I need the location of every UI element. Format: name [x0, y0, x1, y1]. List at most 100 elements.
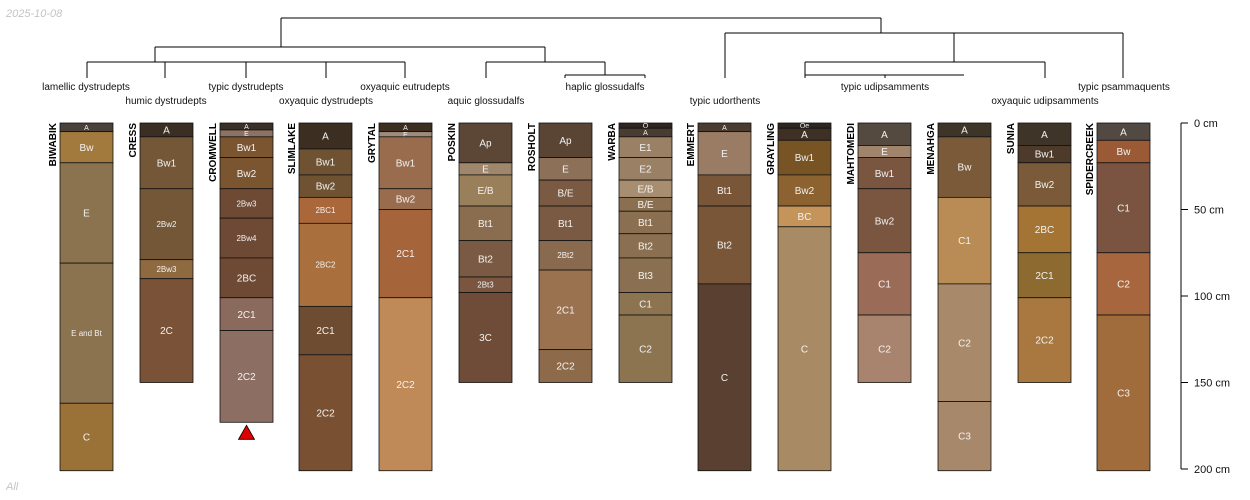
horizon-block: [697, 205, 752, 285]
horizon-label: 2C1: [556, 305, 575, 316]
horizon-label: 2C1: [1035, 271, 1054, 282]
horizon-label: E2: [639, 164, 652, 175]
horizon-label: 2Bw4: [236, 234, 257, 243]
horizon-label: Bt1: [558, 219, 573, 230]
horizon-label: Bt3: [638, 271, 653, 282]
horizon-label: Bt1: [638, 218, 653, 229]
horizon-label: Bt2: [478, 254, 493, 265]
horizon-label: Oe: [800, 123, 809, 130]
horizon-label: E: [562, 164, 569, 175]
depth-tick-label: 150 cm: [1194, 378, 1230, 390]
horizon-block: [139, 188, 194, 261]
horizon-label: A: [322, 132, 329, 143]
horizon-label: A: [801, 130, 808, 141]
horizon-label: 2Bw3: [156, 265, 177, 274]
horizon-label: B/E: [557, 189, 573, 200]
horizon-label: Bw1: [1035, 150, 1055, 161]
profile-name: CROMWELL: [208, 123, 219, 182]
taxon-label: aquic glossudalfs: [448, 96, 525, 107]
horizon-label: 2C2: [396, 380, 415, 391]
horizon-label: 2C2: [316, 408, 335, 419]
horizon-label: 2C2: [237, 372, 256, 383]
horizon-label: C2: [639, 344, 652, 355]
horizon-label: A: [403, 125, 408, 132]
profile-name: CRESS: [128, 123, 139, 158]
profile-name: POSKIN: [447, 123, 458, 161]
horizon-block: [857, 252, 912, 316]
horizon-label: C1: [639, 299, 652, 310]
horizon-block: [139, 136, 194, 190]
horizon-label: C: [801, 344, 808, 355]
taxon-label: haplic glossudalfs: [566, 82, 645, 93]
horizon-block: [1017, 205, 1072, 254]
taxon-label: lamellic dystrudepts: [42, 82, 130, 93]
horizon-block: [219, 217, 274, 259]
horizon-block: [1096, 162, 1151, 254]
horizon-label: C1: [1117, 203, 1130, 214]
horizon-label: Bw1: [795, 153, 815, 164]
horizon-label: Ap: [479, 138, 492, 149]
horizon-block: [298, 305, 353, 356]
horizon-block: [219, 330, 274, 423]
horizon-block: [298, 196, 353, 224]
horizon-label: C1: [958, 236, 971, 247]
horizon-block: [219, 157, 274, 190]
horizon-block: [777, 174, 832, 207]
horizon-label: 2BC: [237, 273, 256, 284]
horizon-label: A: [244, 124, 249, 131]
horizon-block: [538, 122, 593, 158]
depth-truncation-marker: [237, 424, 256, 440]
horizon-block: [777, 139, 832, 176]
horizon-block: [618, 314, 673, 383]
date-stamp: 2025-10-08: [6, 8, 63, 20]
taxon-label: oxyaquic dystrudepts: [279, 96, 373, 107]
horizon-block: [857, 188, 912, 254]
horizon-block: [378, 136, 433, 190]
horizon-label: 2C: [160, 326, 173, 337]
horizon-label: A: [722, 125, 727, 132]
horizon-label: Bw1: [237, 143, 257, 154]
horizon-label: A: [163, 126, 170, 137]
horizon-label: E and Bt: [71, 329, 102, 338]
horizon-block: [538, 269, 593, 351]
depth-tick-label: 100 cm: [1194, 291, 1230, 303]
horizon-label: A: [1120, 127, 1127, 138]
horizon-block: [1017, 252, 1072, 299]
horizon-label: E: [881, 147, 888, 158]
horizon-block: [139, 278, 194, 383]
horizon-block: [458, 240, 513, 278]
horizon-label: E1: [639, 143, 652, 154]
profile-name: SLIMLAKE: [287, 123, 298, 174]
horizon-label: Bw1: [396, 158, 416, 169]
horizon-label: C: [721, 373, 728, 384]
horizon-block: [538, 179, 593, 207]
horizon-label: Bt2: [717, 241, 732, 252]
profile-name: WARBA: [607, 123, 618, 161]
horizon-label: Bw1: [316, 158, 336, 169]
horizon-block: [298, 122, 353, 150]
horizon-block: [538, 205, 593, 242]
profile-name: MENAHGA: [926, 123, 937, 175]
horizon-block: [458, 292, 513, 383]
horizon-label: Bw2: [396, 195, 416, 206]
horizon-label: E/B: [637, 184, 653, 195]
horizon-label: O: [643, 123, 649, 130]
horizon-label: Bw2: [316, 182, 336, 193]
depth-tick-label: 50 cm: [1194, 205, 1224, 217]
horizon-label: C1: [878, 279, 891, 290]
profile-name: SPIDERCREEK: [1085, 122, 1096, 195]
profile-name: ROSHOLT: [527, 123, 538, 171]
horizon-label: C2: [878, 344, 891, 355]
horizon-block: [219, 297, 274, 332]
depth-tick-label: 0 cm: [1194, 118, 1218, 130]
profile-name: MAHTOMEDI: [846, 123, 857, 185]
horizon-block: [1096, 314, 1151, 472]
horizon-label: Bw: [958, 163, 973, 174]
horizon-label: C: [83, 433, 90, 444]
horizon-block: [857, 157, 912, 190]
horizon-label: Bw2: [237, 169, 257, 180]
horizon-label: E: [403, 132, 408, 139]
horizon-label: 2Bw3: [236, 199, 257, 208]
horizon-label: Bt1: [478, 219, 493, 230]
